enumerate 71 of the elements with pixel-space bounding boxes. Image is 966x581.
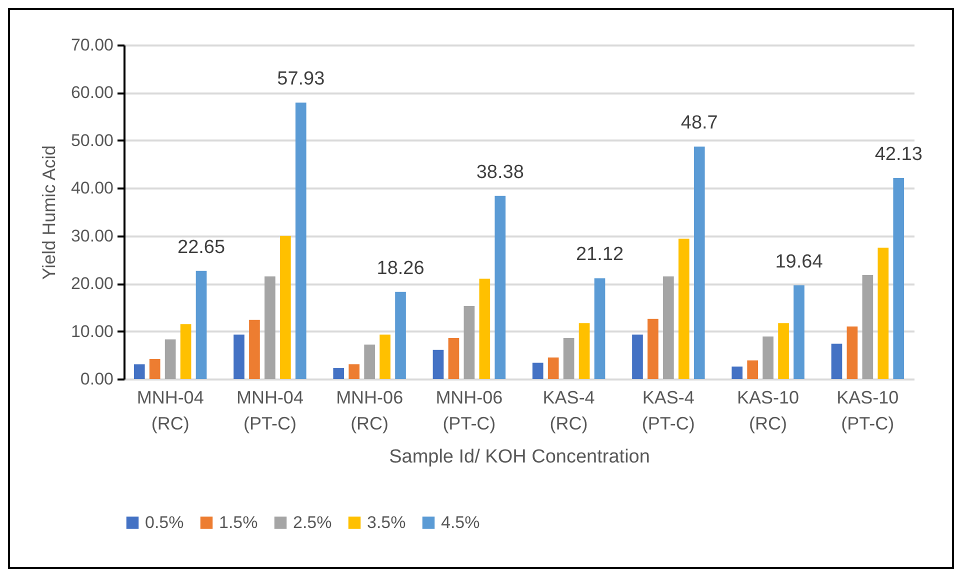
bar [448,338,460,379]
bar [234,334,244,379]
data-label: 38.38 [476,162,524,183]
bar [878,248,889,379]
data-label: 21.12 [576,244,624,266]
legend-label: 1.5% [219,512,258,532]
bar [831,344,842,379]
bar [196,270,207,379]
data-label: 22.65 [177,236,226,258]
x-tick-label: KAS-4 (PT-C) [642,388,695,434]
bar [348,364,360,379]
bar [846,326,858,379]
data-label: 42.13 [874,144,922,165]
legend-label: 4.5% [441,512,480,532]
bar [548,358,559,379]
y-tick-label: 70.00 [70,36,114,54]
x-tick-label: MNH-04 (PT-C) [236,388,304,434]
legend-label: 0.5% [145,512,184,532]
bar [532,362,544,379]
bar [762,336,774,379]
bar [794,285,804,379]
bar [333,368,344,379]
y-tick-label: 20.00 [70,274,114,294]
data-label: 18.26 [376,258,424,279]
bar [280,236,291,379]
bar [862,274,874,379]
data-label: 57.93 [277,68,325,90]
bar [594,278,606,379]
bar [295,102,306,379]
bar [164,339,176,379]
bar [249,320,260,379]
bar [694,146,705,379]
bar [149,358,160,379]
bar [663,276,674,379]
bar [134,364,145,379]
bar [264,276,276,379]
x-tick-label: KAS-10 (PT-C) [836,388,899,434]
x-tick-label: MNH-06 (PT-C) [436,388,503,434]
bar [732,366,743,379]
bar [747,360,758,379]
bar [778,323,789,379]
y-tick-label: 40.00 [70,178,114,198]
legend-label: 3.5% [367,512,406,532]
bar [678,238,690,379]
bar [893,178,904,379]
bar [563,338,574,379]
x-tick-label: KAS-10 (RC) [737,388,800,434]
bar [648,318,658,379]
bar [479,278,490,379]
bar [180,324,192,379]
data-label: 48.7 [680,112,718,134]
bar [432,350,444,379]
bar [395,292,406,379]
y-tick-label: 10.00 [70,322,114,341]
x-tick-label: KAS-4 (RC) [542,388,595,434]
data-label: 19.64 [775,251,824,272]
x-tick-label: MNH-06 (RC) [336,388,404,434]
legend-label: 2.5% [293,512,332,532]
bar [464,306,475,379]
y-tick-label: 50.00 [70,130,114,150]
x-axis-title: Sample Id/ KOH Concentration [389,446,650,468]
y-tick-label: 60.00 [70,83,114,102]
bar [364,344,375,379]
x-tick-label: MNH-04 (RC) [136,388,204,434]
bar [494,196,506,379]
bar [380,334,390,379]
y-axis-title: Yield Humic Acid [38,145,59,280]
bar [632,334,643,379]
bar [578,323,590,379]
y-tick-label: 30.00 [70,226,114,246]
y-tick-label: 0.00 [80,370,114,388]
